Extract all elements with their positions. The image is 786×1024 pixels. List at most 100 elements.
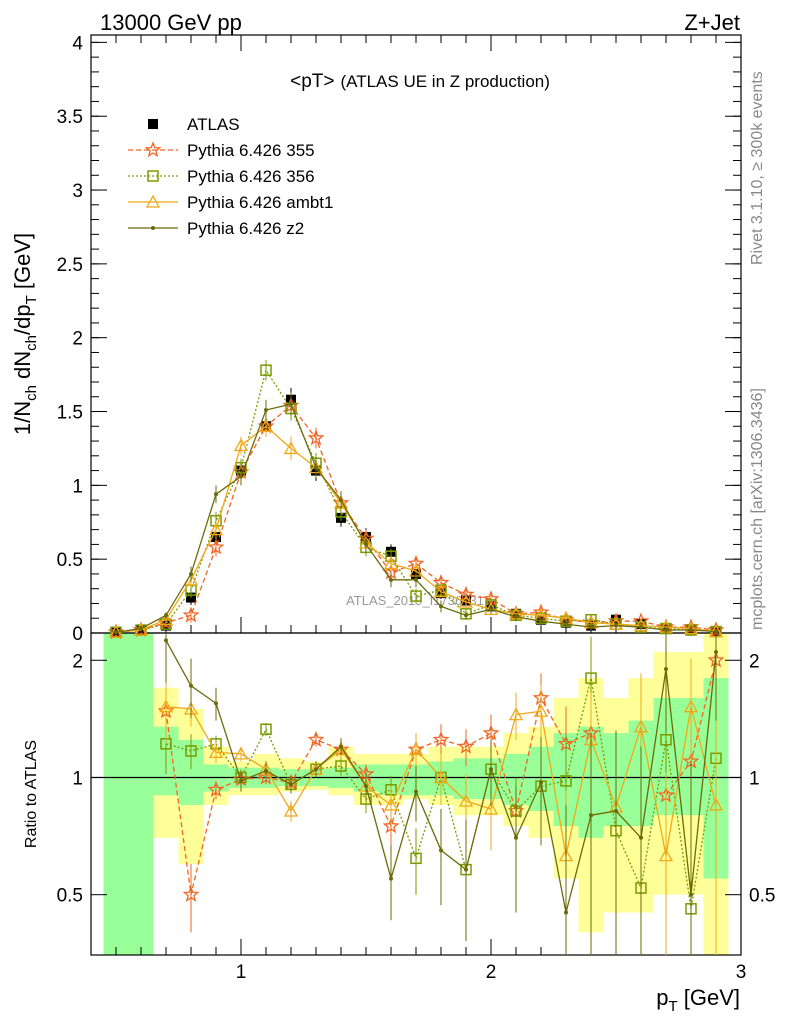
series-marker-main <box>589 625 593 630</box>
series-marker-ratio <box>335 760 347 772</box>
series-marker-ratio <box>514 835 518 840</box>
series-marker-main <box>233 438 249 452</box>
plot-title: <pT> (ATLAS UE in Z production) <box>290 71 550 92</box>
series-marker-main <box>364 542 368 547</box>
x-label-part: p <box>656 985 668 1010</box>
legend-atlas-label: ATLAS <box>187 115 240 134</box>
series-marker-ratio <box>189 683 193 688</box>
series-marker-main <box>114 630 118 635</box>
series-marker-main <box>389 577 393 582</box>
series-marker-main <box>314 465 318 470</box>
y-tick-label: 0 <box>72 624 83 645</box>
legend-label: Pythia 6.426 355 <box>187 141 315 160</box>
series-marker-main <box>439 604 443 609</box>
series-marker-ratio <box>483 801 499 815</box>
series-marker-main <box>207 538 225 555</box>
legend-marker <box>144 141 162 158</box>
series-marker-ratio <box>389 876 393 881</box>
series-marker-main <box>158 612 174 626</box>
y-tick-label: 3.5 <box>57 107 83 128</box>
y-label-part: dN <box>10 351 35 385</box>
series-3 <box>114 392 718 955</box>
series-marker-ratio <box>614 809 618 814</box>
series-marker-ratio <box>489 767 493 772</box>
series-marker-main <box>283 441 299 455</box>
series-marker-ratio <box>458 793 474 807</box>
series-marker-main <box>139 626 143 631</box>
series-marker-main <box>258 418 274 432</box>
legend-label: Pythia 6.426 ambt1 <box>187 193 333 212</box>
series-marker-main <box>307 429 325 446</box>
series-marker-main <box>683 621 699 635</box>
series-marker-ratio <box>283 803 299 817</box>
series-marker-ratio <box>239 778 243 783</box>
series-marker-ratio <box>464 867 468 872</box>
series-marker-ratio <box>482 724 500 741</box>
series-marker-main <box>633 618 649 632</box>
series-marker-main <box>464 613 468 618</box>
y-label-part: /dp <box>10 304 35 335</box>
series-marker-main <box>410 590 422 602</box>
series-marker-main <box>489 607 493 612</box>
series-marker-ratio <box>264 768 268 773</box>
series-marker-main <box>260 364 272 376</box>
axes: 1 2 3 0 0.5 1 1.5 2 2.5 3 3.5 4 0.5 0.5 1 1 2 2 <box>57 33 776 983</box>
y-axis-label: 1/Nch dNch/dpT [GeV] <box>10 233 40 435</box>
series-marker-ratio <box>164 638 168 643</box>
legend-label: Pythia 6.426 356 <box>187 167 315 186</box>
y-label-sub: ch <box>23 335 40 351</box>
series-marker-ratio <box>589 813 593 818</box>
y-tick-label: 2 <box>72 329 83 350</box>
x-label-part: [GeV] <box>678 985 740 1010</box>
series-marker-main <box>289 402 293 407</box>
energy-label: 13000 GeV pp <box>100 10 242 35</box>
series-marker-ratio <box>260 723 272 736</box>
series-marker-main <box>539 619 543 624</box>
series-marker-ratio <box>383 797 399 811</box>
series-marker-main <box>664 628 668 633</box>
ratio-y-tick-label: 0.5 <box>57 886 83 907</box>
series-marker-main <box>383 556 399 570</box>
y-tick-label: 1.5 <box>57 403 83 424</box>
series-marker-ratio <box>660 733 672 746</box>
series-marker-ratio <box>185 745 197 757</box>
series-marker-main <box>182 606 200 623</box>
series-marker-ratio <box>689 892 693 897</box>
band-green <box>128 633 154 955</box>
series-marker-ratio <box>339 744 343 749</box>
series-marker-main <box>458 594 474 608</box>
side-label-rivet: Rivet 3.1.10, ≥ 300k events <box>749 71 766 265</box>
series-marker-ratio <box>207 781 225 797</box>
series-marker-main <box>214 492 218 497</box>
series-marker-ratio <box>307 730 325 747</box>
series-marker-main <box>483 602 499 616</box>
series-marker-ratio <box>560 775 572 787</box>
plot-title-main: <pT> <box>290 71 334 92</box>
series-marker-main <box>339 498 343 503</box>
series-marker-ratio <box>683 699 699 713</box>
series-marker-ratio <box>289 782 293 787</box>
series-marker-main <box>189 571 193 576</box>
data-series <box>107 359 725 955</box>
y-label-sub: T <box>23 295 40 304</box>
plot-title-suffix: (ATLAS UE in Z production) <box>340 72 549 91</box>
ratio-y-tick-label-right: 1 <box>749 768 760 789</box>
series-marker-main <box>514 614 518 619</box>
series-marker-ratio <box>633 719 649 733</box>
series-marker-ratio <box>539 780 543 785</box>
series-marker-main <box>564 622 568 627</box>
legend-marker <box>147 170 159 182</box>
legend: ATLAS Pythia 6.426 355 Pythia 6.426 356 Pyt… <box>128 115 333 238</box>
series-marker-ratio <box>208 745 224 759</box>
series-marker-main <box>689 628 693 633</box>
series-marker-ratio <box>410 852 422 865</box>
series-marker-ratio <box>158 699 174 713</box>
series-marker-ratio <box>182 885 200 902</box>
x-label-sub: T <box>668 998 677 1015</box>
y-tick-label: 4 <box>72 33 83 54</box>
series-marker-ratio <box>714 650 718 655</box>
series-marker-ratio <box>433 770 449 784</box>
series-marker-ratio <box>658 848 674 862</box>
side-label-mcplots: mcplots.cern.ch [arXiv:1306.3436] <box>749 388 766 630</box>
